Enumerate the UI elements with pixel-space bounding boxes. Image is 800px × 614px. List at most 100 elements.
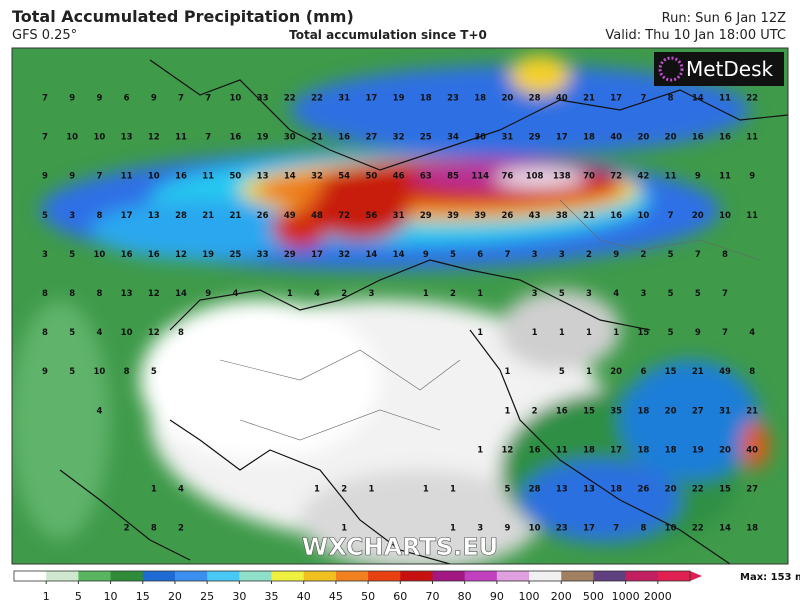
precip-field [12,55,769,564]
value-label: 14 [719,524,731,534]
value-label: 16 [121,250,133,260]
value-label: 12 [501,445,513,455]
value-label: 11 [202,172,214,182]
value-label: 23 [447,94,459,104]
value-label: 13 [556,485,568,495]
watermark: WXCHARTS.EU [302,533,498,561]
value-label: 15 [637,328,649,338]
colorbar-label: 10 [104,590,118,603]
value-label: 1 [532,328,538,338]
value-label: 17 [121,211,133,221]
value-label: 31 [501,133,513,143]
value-label: 10 [529,524,541,534]
value-label: 13 [148,211,160,221]
value-label: 1 [559,328,565,338]
value-label: 20 [665,133,677,143]
value-label: 22 [692,485,704,495]
value-label: 8 [96,289,102,299]
value-label: 114 [471,172,489,182]
value-label: 56 [365,211,377,221]
value-label: 16 [719,133,731,143]
value-label: 20 [665,406,677,416]
value-label: 9 [69,172,75,182]
value-label: 2 [532,406,538,416]
value-label: 18 [420,94,432,104]
value-label: 7 [695,250,701,260]
value-label: 18 [474,94,486,104]
value-label: 27 [746,485,758,495]
value-label: 1 [423,289,429,299]
value-label: 16 [529,445,541,455]
value-label: 14 [365,250,377,260]
value-label: 1 [586,328,592,338]
value-label: 5 [668,328,674,338]
value-label: 1 [504,367,510,377]
value-label: 5 [668,289,674,299]
value-label: 3 [368,289,374,299]
value-label: 8 [178,328,184,338]
value-label: 19 [202,250,214,260]
value-label: 8 [722,250,728,260]
value-label: 40 [746,445,758,455]
value-label: 85 [447,172,459,182]
value-label: 16 [229,133,241,143]
value-label: 5 [695,289,701,299]
value-label: 72 [338,211,350,221]
value-label: 16 [556,406,568,416]
colorbar-arrow [690,571,702,581]
value-label: 49 [284,211,296,221]
value-label: 15 [719,485,731,495]
value-label: 48 [311,211,323,221]
value-label: 19 [692,445,704,455]
value-label: 32 [311,172,323,182]
value-label: 35 [610,406,622,416]
colorbar-label: 30 [232,590,246,603]
value-label: 3 [69,211,75,221]
value-label: 8 [668,94,674,104]
value-label: 7 [722,328,728,338]
value-label: 18 [610,485,622,495]
value-label: 4 [96,406,102,416]
colorbar-swatch [14,571,47,581]
value-label: 5 [69,328,75,338]
value-label: 20 [692,211,704,221]
value-label: 10 [66,133,78,143]
value-label: 8 [96,211,102,221]
value-label: 30 [284,133,296,143]
value-label: 17 [583,524,595,534]
value-label: 28 [175,211,187,221]
value-label: 20 [501,94,513,104]
value-label: 7 [205,133,211,143]
value-label: 4 [178,485,184,495]
colorbar-label: 45 [329,590,343,603]
value-label: 17 [610,445,622,455]
value-label: 6 [124,94,130,104]
value-label: 29 [284,250,296,260]
value-label: 9 [749,172,755,182]
colorbar-swatch [529,571,562,581]
value-label: 10 [148,172,160,182]
colorbar-swatch [496,571,530,581]
borders [59,59,788,564]
value-label: 9 [695,172,701,182]
value-label: 4 [749,328,755,338]
value-label: 34 [447,133,459,143]
value-label: 1 [477,289,483,299]
value-label: 16 [148,250,160,260]
value-label: 28 [529,94,541,104]
value-label: 13 [257,172,269,182]
value-label: 11 [746,133,758,143]
colorbar-swatch [303,571,337,581]
value-label: 39 [474,211,486,221]
colorbar-swatch [593,571,627,581]
value-label: 1 [504,406,510,416]
colorbar-swatch [142,571,176,581]
value-label: 11 [556,445,568,455]
colorbar-swatch [174,571,208,581]
value-label: 20 [610,367,622,377]
value-label: 63 [420,172,432,182]
colorbar-swatch [239,571,273,581]
value-label: 9 [96,94,102,104]
